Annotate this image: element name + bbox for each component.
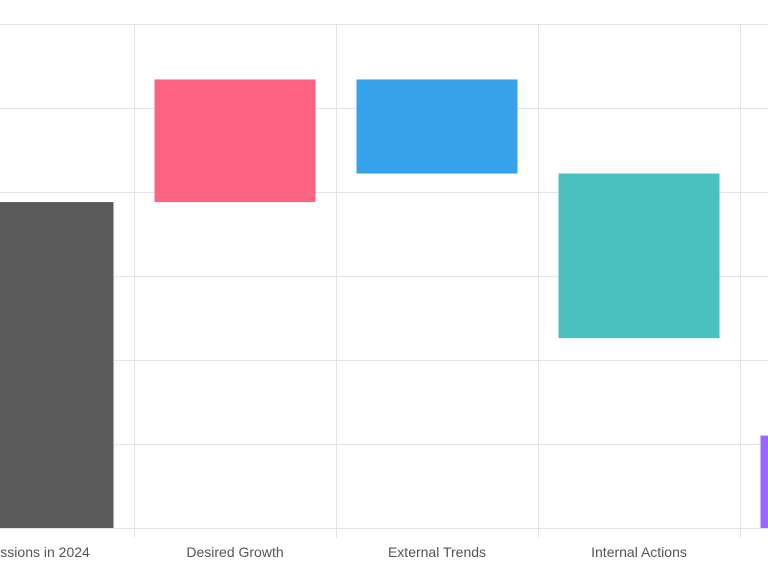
x-tick-label: Desired Growth — [186, 544, 283, 560]
bars — [0, 79, 768, 528]
x-tick-label: External Trends — [388, 544, 486, 560]
x-tick-labels: Emissions in 2024 Desired Growth External … — [0, 544, 687, 560]
bar-4 — [760, 435, 768, 528]
x-tick-label: Emissions in 2024 — [0, 544, 90, 560]
bar-2 — [356, 79, 518, 174]
bar-0 — [0, 202, 114, 528]
bar-3 — [558, 173, 720, 339]
bar-1 — [154, 79, 316, 203]
x-tick-label: Internal Actions — [591, 544, 687, 560]
